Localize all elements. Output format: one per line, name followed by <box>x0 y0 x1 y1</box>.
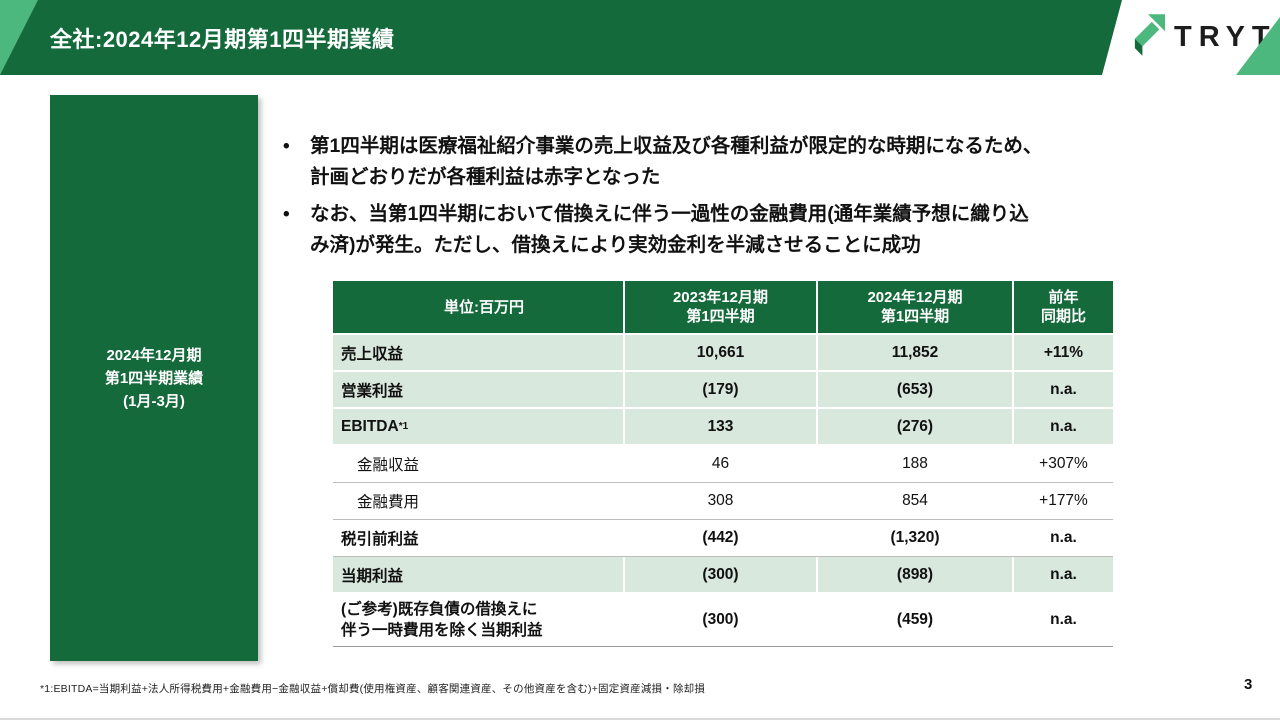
sidebar-section-box: 2024年12月期 第1四半期業績 (1月-3月) <box>50 95 258 661</box>
cell-2024: (276) <box>816 409 1012 444</box>
table-header-row: 単位:百万円 2023年12月期 第1四半期 2024年12月期 第1四半期 前… <box>333 281 1113 335</box>
cell-2023: 46 <box>623 446 816 482</box>
table-col-header-2023: 2023年12月期 第1四半期 <box>623 281 816 333</box>
cell-2023: 10,661 <box>623 335 816 370</box>
bullet-item: • なお、当第1四半期において借換えに伴う一過性の金融費用(通年業績予想に織り込… <box>283 199 1243 261</box>
page-number: 3 <box>1244 676 1253 693</box>
cell-2023: (300) <box>623 557 816 592</box>
cell-2024: (898) <box>816 557 1012 592</box>
cell-2023: (179) <box>623 372 816 407</box>
cell-2023: 308 <box>623 483 816 519</box>
cell-yoy: n.a. <box>1012 409 1113 444</box>
table-row: EBITDA *1 133 (276) n.a. <box>333 409 1113 446</box>
tryt-logo: TRYT <box>1133 12 1277 63</box>
cell-2023: (442) <box>623 520 816 556</box>
bullet-marker-icon: • <box>283 136 290 157</box>
table-row: 金融費用 308 854 +177% <box>333 483 1113 520</box>
tryt-arrow-icon <box>1133 12 1165 63</box>
table-unit-header: 単位:百万円 <box>444 298 524 316</box>
table-row: 売上収益 10,661 11,852 +11% <box>333 335 1113 372</box>
sidebar-section-label: 2024年12月期 第1四半期業績 (1月-3月) <box>104 346 204 410</box>
page-title: 全社:2024年12月期第1四半期業績 <box>50 26 395 52</box>
cell-2024: (1,320) <box>816 520 1012 556</box>
row-label: 当期利益 <box>333 557 623 592</box>
cell-yoy: n.a. <box>1012 372 1113 407</box>
cell-2024: 11,852 <box>816 335 1012 370</box>
table-row: 当期利益 (300) (898) n.a. <box>333 557 1113 594</box>
bullet-text: なお、当第1四半期において借換えに伴う一過性の金融費用(通年業績予想に織り込 み… <box>310 203 1029 256</box>
cell-2024: (459) <box>816 594 1012 646</box>
bullet-item: • 第1四半期は医療福祉紹介事業の売上収益及び各種利益が限定的な時期になるため、… <box>283 131 1243 193</box>
row-label: 営業利益 <box>333 372 623 407</box>
table-row: 金融収益 46 188 +307% <box>333 446 1113 483</box>
row-label-text: 金融費用 <box>357 494 420 511</box>
cell-2024: 854 <box>816 483 1012 519</box>
table-row: 営業利益 (179) (653) n.a. <box>333 372 1113 409</box>
row-label: 売上収益 <box>333 335 623 370</box>
bullet-list: • 第1四半期は医療福祉紹介事業の売上収益及び各種利益が限定的な時期になるため、… <box>283 131 1243 267</box>
row-label-text: 金融収益 <box>357 457 420 474</box>
cell-2023: 133 <box>623 409 816 444</box>
row-label: 税引前利益 <box>333 520 623 556</box>
table-col-header-2024: 2024年12月期 第1四半期 <box>816 281 1012 333</box>
row-label-text: (ご参考)既存負債の借換えに 伴う一時費用を除く当期利益 <box>341 601 543 639</box>
cell-2024: (653) <box>816 372 1012 407</box>
bullet-text: 第1四半期は医療福祉紹介事業の売上収益及び各種利益が限定的な時期になるため、 計… <box>310 135 1043 188</box>
financial-table: 単位:百万円 2023年12月期 第1四半期 2024年12月期 第1四半期 前… <box>333 281 1113 647</box>
footnote: *1:EBITDA=当期利益+法人所得税費用+金融費用−金融収益+償却費(使用権… <box>40 683 706 695</box>
cell-yoy: +307% <box>1012 446 1113 482</box>
row-label-text: 営業利益 <box>341 382 404 400</box>
table-col-header-yoy: 前年 同期比 <box>1012 281 1113 333</box>
cell-yoy: n.a. <box>1012 594 1113 646</box>
row-label: 金融収益 <box>333 446 623 482</box>
cell-yoy: +11% <box>1012 335 1113 370</box>
cell-yoy: n.a. <box>1012 520 1113 556</box>
row-label: 金融費用 <box>333 483 623 519</box>
cell-2024: 188 <box>816 446 1012 482</box>
row-label-text: 売上収益 <box>341 345 404 363</box>
row-label: EBITDA *1 <box>341 417 409 435</box>
row-label-text: EBITDA <box>341 417 399 435</box>
tryt-logo-text: TRYT <box>1174 21 1277 53</box>
table-body: 売上収益 10,661 11,852 +11% 営業利益 (179) (653)… <box>333 335 1113 647</box>
cell-yoy: n.a. <box>1012 557 1113 592</box>
bullet-marker-icon: • <box>283 204 290 225</box>
table-row: 税引前利益 (442) (1,320) n.a. <box>333 520 1113 557</box>
cell-yoy: +177% <box>1012 483 1113 519</box>
row-label-text: 当期利益 <box>341 567 404 585</box>
row-label-text: 税引前利益 <box>341 531 419 548</box>
cell-2023: (300) <box>623 594 816 646</box>
table-row: (ご参考)既存負債の借換えに 伴う一時費用を除く当期利益 (300) (459)… <box>333 594 1113 647</box>
row-label: (ご参考)既存負債の借換えに 伴う一時費用を除く当期利益 <box>333 594 623 646</box>
header-bar <box>0 0 1122 75</box>
